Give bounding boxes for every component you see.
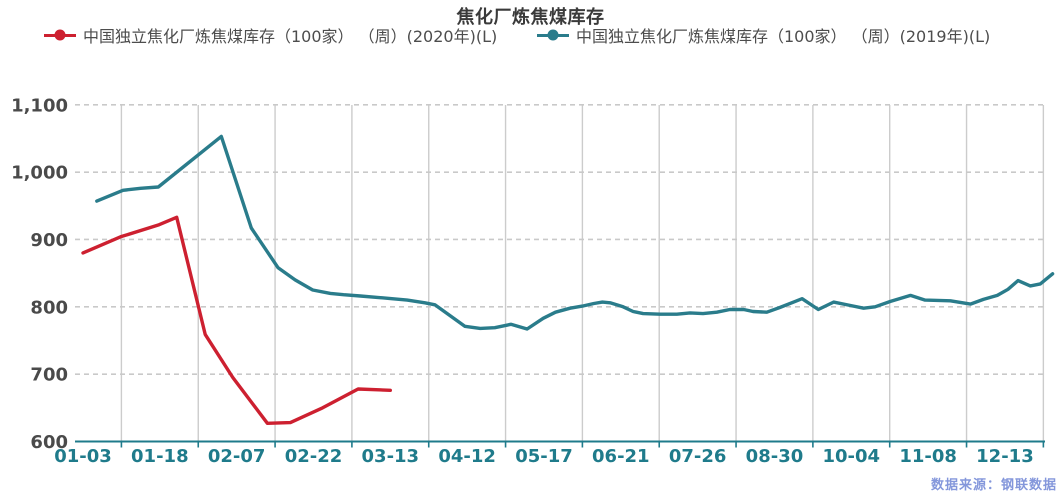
chart-title: 焦化厂炼焦煤库存 bbox=[456, 7, 605, 28]
y-axis-tick-label: 700 bbox=[30, 365, 68, 386]
y-axis-tick-label: 1,100 bbox=[11, 95, 68, 116]
x-axis-tick-label: 07-26 bbox=[669, 446, 727, 467]
legend-item-2020[interactable]: 中国独立焦化厂炼焦煤库存（100家） （周）(2020年)(L) bbox=[44, 25, 498, 46]
x-axis-tick-label: 03-13 bbox=[362, 446, 420, 467]
x-axis-tick-label: 10-04 bbox=[823, 446, 881, 467]
series-line-2020 bbox=[81, 215, 392, 425]
x-axis-tick-label: 01-03 bbox=[54, 446, 112, 467]
legend-item-2019[interactable]: 中国独立焦化厂炼焦煤库存（100家） （周）(2019年)(L) bbox=[537, 25, 991, 46]
x-axis-tick-label: 11-08 bbox=[899, 446, 957, 467]
x-axis-tick-label: 06-21 bbox=[592, 446, 650, 467]
x-axis-tick-label: 08-30 bbox=[746, 446, 804, 467]
y-axis-tick-label: 800 bbox=[30, 297, 68, 318]
legend-line-dot-icon bbox=[44, 29, 76, 41]
legend-label-2019: 中国独立焦化厂炼焦煤库存（100家） （周）(2019年)(L) bbox=[576, 27, 991, 46]
y-axis-tick-label: 900 bbox=[30, 230, 68, 251]
x-axis-tick-label: 04-12 bbox=[438, 446, 496, 467]
x-axis-tick-label: 05-17 bbox=[515, 446, 573, 467]
x-axis-tick-label: 02-07 bbox=[208, 446, 266, 467]
data-source-watermark: 数据来源：钢联数据 bbox=[930, 478, 1057, 493]
y-axis-tick-label: 1,000 bbox=[11, 163, 68, 184]
legend-line-dot-icon bbox=[537, 29, 569, 41]
x-axis-tick-label: 02-22 bbox=[285, 446, 343, 467]
x-axis-tick-label: 01-18 bbox=[131, 446, 189, 467]
x-axis-tick-label: 12-13 bbox=[976, 446, 1034, 467]
legend-label-2020: 中国独立焦化厂炼焦煤库存（100家） （周）(2020年)(L) bbox=[83, 27, 498, 46]
y-axis-tick-label: 600 bbox=[30, 432, 68, 453]
series-line-2019 bbox=[95, 134, 1055, 331]
